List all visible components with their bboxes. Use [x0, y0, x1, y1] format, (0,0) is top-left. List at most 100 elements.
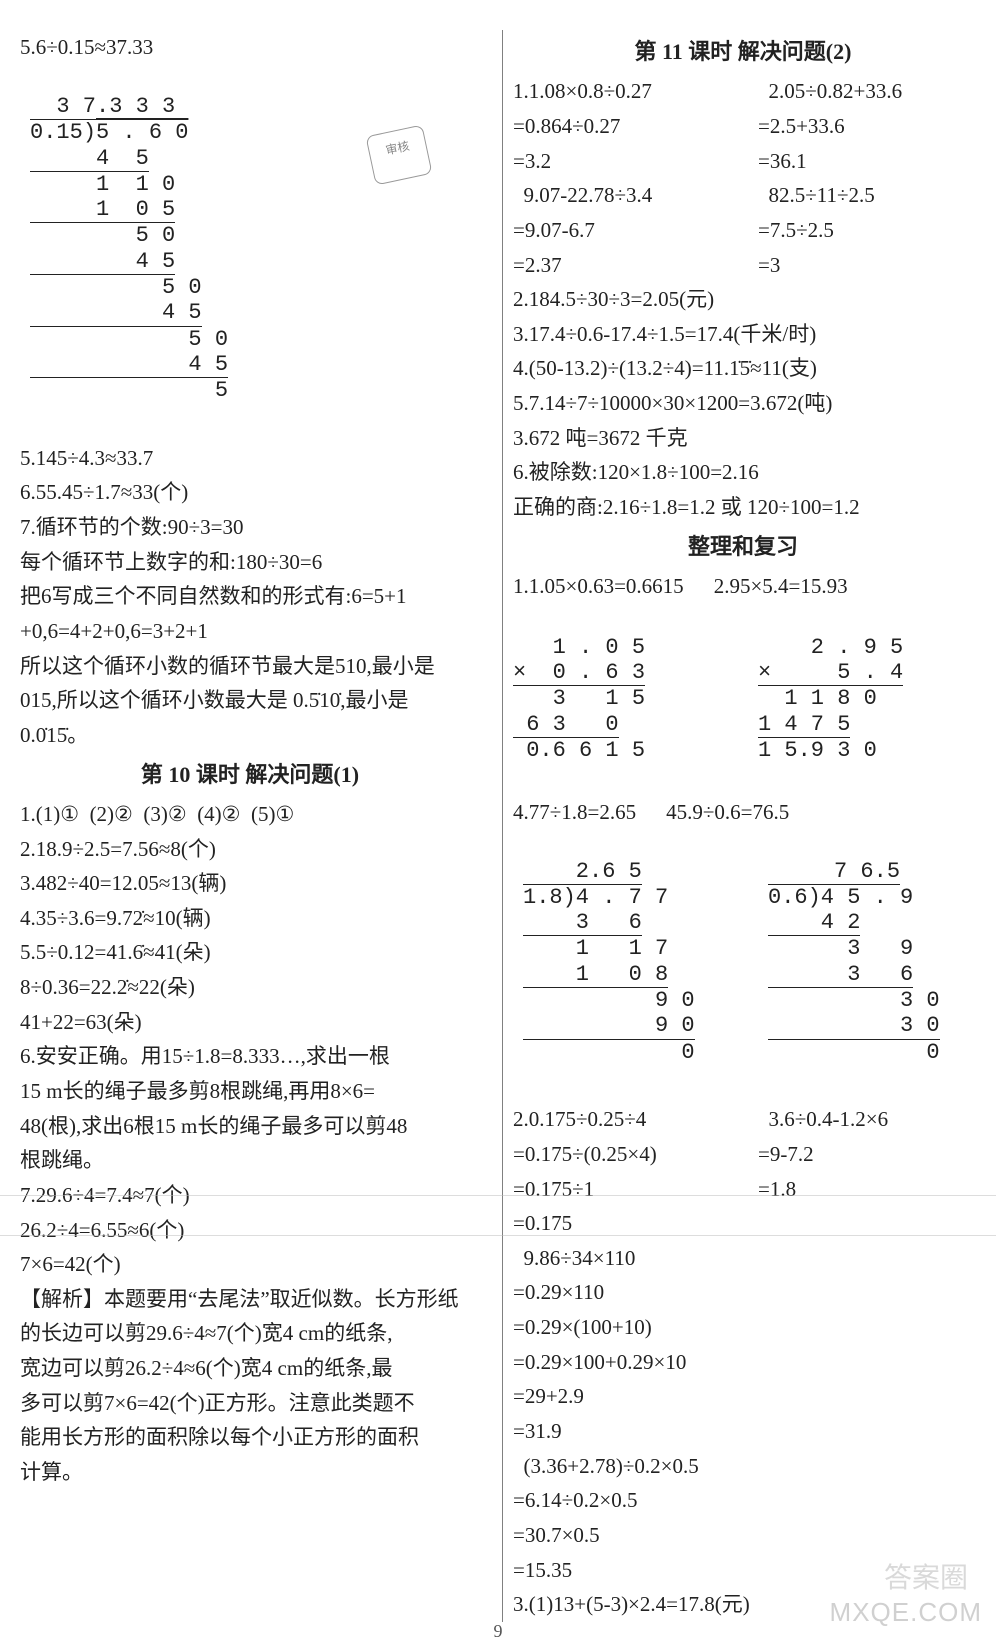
ld-row: 4 5 [30, 352, 228, 378]
text-line: 9.86÷34×110 [513, 1241, 728, 1276]
text-line: =30.7×0.5 [513, 1518, 728, 1553]
ld-row: 0 [523, 1040, 695, 1065]
ld-row: 3 9 [768, 936, 913, 961]
text-line: =15.35 [513, 1553, 728, 1588]
text-line: 9.07-22.78÷3.4 [513, 178, 728, 213]
ld-row: 3 6 [523, 910, 642, 936]
mb-row: 0.6 6 1 5 [513, 738, 645, 763]
bracket-icon: ) [83, 120, 96, 145]
ld-row: 9 0 [523, 1013, 695, 1039]
ld-row: 4 2 [768, 910, 860, 936]
text-line: 48(根),求出6根15 m长的绳子最多可以剪48 [20, 1109, 480, 1144]
text-line: 5.5÷0.12=41.6̇≈41(朵) [20, 935, 480, 970]
ld-row: 3 6 [768, 962, 913, 988]
scan-artifact [0, 1195, 996, 1196]
text-line: =0.175÷(0.25×4) [513, 1137, 728, 1172]
text-line: 2.95×5.4=15.93 [714, 569, 848, 604]
watermark: 答案圈 [884, 1556, 968, 1596]
ld-row: 3 0 [768, 988, 940, 1013]
text-line: 41+22=63(朵) [20, 1005, 480, 1040]
ld-row: 1 1 0 [30, 172, 175, 197]
text-line: 4.77÷1.8=2.65 [513, 795, 636, 830]
ld-row: 5 0 [30, 223, 175, 248]
text-line: =3 [758, 248, 973, 283]
text-line: 8÷0.36=22.2̇≈22(朵) [20, 970, 480, 1005]
text-line: 3.672 吨=3672 千克 [513, 421, 973, 456]
text-line: 3.6÷0.4-1.2×6 [758, 1102, 973, 1137]
div-head: 4.77÷1.8=2.65 45.9÷0.6=76.5 [513, 795, 973, 830]
text-line: 4.(50-13.2)÷(13.2÷4)=11.1̇5̇≈11(支) [513, 351, 973, 386]
text-line: =3.2 [513, 144, 728, 179]
q1-block: 1.1.08×0.8÷0.27 =0.864÷0.27 =3.2 9.07-22… [513, 74, 973, 282]
text-line: 1.1.05×0.63=0.6615 [513, 569, 684, 604]
mb-row: 1 4 7 5 [758, 712, 850, 738]
text-line: 82.5÷11÷2.5 [758, 178, 973, 213]
ld-divisor: 0.15 [30, 120, 83, 145]
ld-row: 3 0 [768, 1013, 940, 1039]
text-line: 5.7.14÷7÷10000×30×1200=3.672(吨) [513, 386, 973, 421]
long-division-1: 3 7.3 3 3 0.15)5 . 6 0 4 5 1 1 0 1 0 5 5… [30, 69, 228, 429]
text-line: =0.29×100+0.29×10 [513, 1345, 728, 1380]
mb-row: × 5 . 4 [758, 660, 903, 686]
mb-row: 6 3 0 [513, 712, 619, 738]
review-head: 1.1.05×0.63=0.6615 2.95×5.4=15.93 [513, 569, 973, 604]
ld-row: 4 5 [30, 146, 149, 172]
text-line: 1.(1)① (2)② (3)② (4)② (5)① [20, 797, 480, 832]
ld-row: 5 0 [30, 275, 202, 300]
text-line: 5.145÷4.3≈33.7 [20, 441, 480, 476]
text-line: =0.29×(100+10) [513, 1310, 728, 1345]
text-line: 4.35÷3.6=9.72̇≈10(辆) [20, 901, 480, 936]
text-line: =0.29×110 [513, 1275, 728, 1310]
text-line: 7×6=42(个) [20, 1247, 480, 1282]
ld-row: 1 0 5 [30, 197, 175, 223]
mb-row: 2 . 9 5 [758, 635, 903, 660]
ld-row: 1.8)4 . 7 7 [523, 885, 668, 910]
text-line: =31.9 [513, 1414, 728, 1449]
text-line: 每个循环节上数字的和:180÷30=6 [20, 545, 480, 580]
review-title: 整理和复习 [513, 529, 973, 565]
text-line: 2.18.9÷2.5=7.56≈8(个) [20, 832, 480, 867]
text-line: 【解析】本题要用“去尾法”取近似数。长方形纸 [20, 1282, 480, 1317]
text-line: =1.8 [758, 1172, 973, 1207]
text-line: =2.37 [513, 248, 728, 283]
text-line: 6.被除数:120×1.8÷100=2.16 [513, 455, 973, 490]
mb-row: × 0 . 6 3 [513, 660, 645, 686]
mb-row: 1 . 0 5 [513, 635, 645, 660]
ld-dividend: 5 . 6 0 [96, 120, 188, 145]
ld-quotient: 7 6.5 [768, 859, 900, 885]
text-line: 计算。 [20, 1455, 480, 1490]
text-line: =36.1 [758, 144, 973, 179]
ld-row: 4 5 [30, 249, 175, 275]
ld-row: 1 0 8 [523, 962, 668, 988]
lesson-11-title: 第 11 课时 解决问题(2) [513, 34, 973, 70]
text-line: =2.5+33.6 [758, 109, 973, 144]
page-number: 9 [494, 1621, 503, 1642]
text-line: =6.14÷0.2×0.5 [513, 1483, 728, 1518]
text-line: 45.9÷0.6=76.5 [666, 795, 789, 830]
lesson-10-title: 第 10 课时 解决问题(1) [20, 757, 480, 793]
scan-artifact [0, 1235, 996, 1236]
ld-row: 0.6)4 5 . 9 [768, 885, 913, 910]
mult-pair: 1 . 0 5 × 0 . 6 3 3 1 5 6 3 0 0.6 6 1 5 … [513, 604, 973, 795]
ld-quotient: 2.6 5 [523, 859, 642, 885]
expr: 5.6÷0.15≈37.33 [20, 30, 480, 65]
text-line: 2.05÷0.82+33.6 [758, 74, 973, 109]
text-line: 15 m长的绳子最多剪8根跳绳,再用8×6= [20, 1074, 480, 1109]
mb-row: 1 5.9 3 0 [758, 738, 877, 763]
mb-row: 3 1 5 [513, 686, 645, 711]
text-line: 的长边可以剪29.6÷4≈7(个)宽4 cm的纸条, [20, 1316, 480, 1351]
text-line: 把6写成三个不同自然数和的形式有:6=5+1 [20, 579, 480, 614]
text-line: 0.0̇15̇。 [20, 718, 480, 753]
long-division-2: 2.6 5 1.8)4 . 7 7 3 6 1 1 7 1 0 8 9 0 9 … [523, 833, 728, 1090]
text-line: (3.36+2.78)÷0.2×0.5 [513, 1449, 728, 1484]
text-line: 6.55.45÷1.7≈33(个) [20, 475, 480, 510]
page: 5.6÷0.15≈37.33 3 7.3 3 3 0.15)5 . 6 0 4 … [0, 0, 996, 1642]
text-line: 多可以剪7×6=42(个)正方形。注意此类题不 [20, 1386, 480, 1421]
ld-row: 0 [768, 1040, 940, 1065]
ld-row: 1 1 7 [523, 936, 668, 961]
text-line: =7.5÷2.5 [758, 213, 973, 248]
text-line: 2.0.175÷0.25÷4 [513, 1102, 728, 1137]
text-line: =0.175÷1 [513, 1172, 728, 1207]
text-line: 宽边可以剪26.2÷4≈6(个)宽4 cm的纸条,最 [20, 1351, 480, 1386]
multiplication-2: 2 . 9 5 × 5 . 4 1 1 8 0 1 4 7 5 1 5.9 3 … [758, 610, 973, 789]
